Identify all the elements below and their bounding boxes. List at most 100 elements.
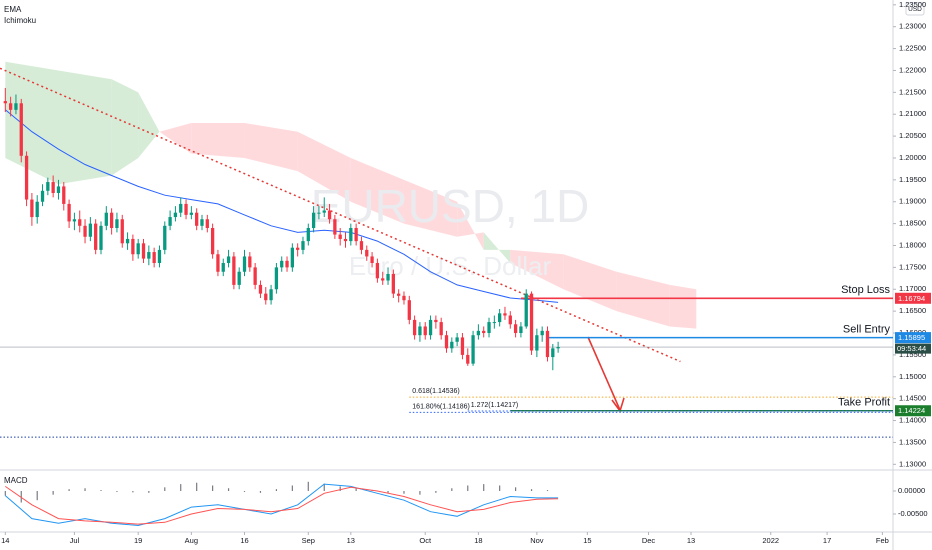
y-tick-label: 1.14500 <box>899 394 926 403</box>
ichimoku-cloud <box>669 284 697 329</box>
macd-histogram <box>339 486 341 492</box>
candle-body <box>444 335 449 349</box>
candle-body <box>482 330 486 334</box>
macd-histogram <box>435 491 437 493</box>
candle-body <box>216 254 220 272</box>
candle-body <box>460 337 465 355</box>
candle-body <box>508 315 512 325</box>
candle-body <box>290 247 294 268</box>
x-tick-label: Nov <box>530 536 544 545</box>
ichimoku-cloud <box>191 122 245 158</box>
legend-ema: EMA <box>4 5 22 14</box>
x-tick-label: 13 <box>687 536 695 545</box>
ichimoku-cloud <box>297 131 351 202</box>
candle-body <box>168 217 172 226</box>
candle-body <box>391 273 395 294</box>
candle-body <box>109 212 114 228</box>
candle-body <box>19 103 23 156</box>
signal-line <box>5 485 559 525</box>
y-tick-label: 1.20000 <box>899 153 926 162</box>
candle-body <box>540 330 544 336</box>
ichimoku-cloud <box>403 179 458 237</box>
candle-body <box>513 324 518 334</box>
candle-body <box>556 347 560 349</box>
candle-body <box>248 256 252 268</box>
candle-body <box>104 212 108 226</box>
candle-body <box>535 335 539 351</box>
countdown-box <box>895 343 931 354</box>
candle-body <box>551 348 555 358</box>
candle-body <box>264 293 268 301</box>
currency: USD <box>908 6 922 13</box>
candle-body <box>333 219 337 235</box>
macd-histogram <box>451 488 453 492</box>
macd-histogram <box>483 484 485 492</box>
macd-histogram <box>419 491 421 495</box>
candle-body <box>428 319 433 336</box>
candle-body <box>141 243 146 259</box>
macd-histogram <box>52 491 54 495</box>
candle-body <box>200 219 204 226</box>
macd-histogram <box>116 491 118 492</box>
candle-body <box>78 219 82 226</box>
candle-body <box>354 227 358 242</box>
candle-body <box>131 238 135 255</box>
price-tag-label: 1.16794 <box>898 294 925 303</box>
watermark-description: Euro / U.S. Dollar <box>349 251 552 281</box>
macd-histogram <box>68 489 70 492</box>
candle-body <box>157 249 162 264</box>
candle-body <box>226 256 231 264</box>
x-tick-label: 18 <box>474 536 482 545</box>
macd-histogram <box>403 491 405 494</box>
candle-body <box>30 199 34 218</box>
candle-body <box>381 278 385 281</box>
candle-body <box>99 225 103 250</box>
level-name: Take Profit <box>838 397 890 409</box>
currency-box[interactable] <box>905 2 925 16</box>
candle-body <box>529 293 534 351</box>
y-tick-label: 1.13500 <box>899 437 926 446</box>
candle-body <box>466 354 470 364</box>
candle-body <box>3 101 7 104</box>
candle-body <box>301 241 305 250</box>
x-tick-label: Sep <box>302 536 315 545</box>
macd-histogram <box>259 491 262 493</box>
candle-body <box>83 225 87 237</box>
candle-body <box>306 227 310 242</box>
x-tick-label: 16 <box>240 536 248 545</box>
level-name: Stop Loss <box>841 284 890 296</box>
candle-body <box>62 186 66 204</box>
macd-histogram <box>84 488 86 492</box>
y-tick-label: 1.19500 <box>899 175 926 184</box>
candle-body <box>173 212 178 218</box>
candle-body <box>487 322 491 334</box>
candle-body <box>24 155 29 200</box>
macd-histogram <box>323 483 325 492</box>
candle-body <box>498 313 502 323</box>
x-tick-label: 17 <box>823 536 831 545</box>
ema-line <box>4 109 559 303</box>
candle-body <box>237 271 241 285</box>
y-tick-label: 1.17500 <box>899 262 926 271</box>
candle-body <box>189 212 194 215</box>
candle-body <box>418 326 422 336</box>
ichimoku-cloud <box>616 271 670 327</box>
candle-body <box>322 210 326 213</box>
candle-body <box>253 267 257 285</box>
candle-body <box>349 227 353 242</box>
ichimoku-cloud <box>510 249 564 290</box>
candle-body <box>242 256 247 272</box>
level-name: Sell Entry <box>843 324 891 336</box>
macd-histogram <box>227 488 230 492</box>
y-tick-label: 1.15000 <box>899 372 926 381</box>
candle-body <box>280 260 284 268</box>
y-tick-label: 1.19000 <box>899 197 926 206</box>
macd-histogram <box>212 485 214 492</box>
ichimoku-cloud <box>350 157 404 224</box>
candle-body <box>545 330 550 358</box>
candle-body <box>524 293 528 327</box>
candle-body <box>125 238 130 244</box>
y-tick-label: 1.21000 <box>899 109 926 118</box>
candle-body <box>434 319 438 323</box>
macd-histogram <box>499 485 501 492</box>
